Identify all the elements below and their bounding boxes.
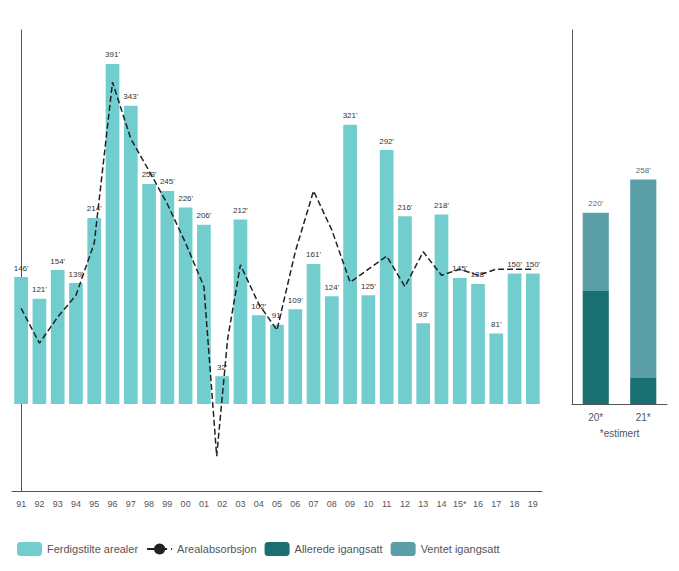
svg-text:93: 93	[53, 499, 63, 509]
svg-text:20*: 20*	[588, 412, 603, 423]
svg-text:93': 93'	[418, 310, 429, 319]
svg-text:97: 97	[126, 499, 136, 509]
svg-text:154': 154'	[50, 257, 65, 266]
svg-text:15*: 15*	[453, 499, 467, 509]
svg-text:11: 11	[382, 499, 391, 509]
svg-text:245': 245'	[160, 177, 175, 186]
svg-text:343': 343'	[123, 92, 138, 101]
svg-text:253': 253'	[141, 170, 157, 180]
svg-text:391': 391'	[105, 50, 120, 59]
svg-text:145': 145'	[452, 264, 468, 274]
svg-text:13: 13	[418, 499, 428, 509]
svg-text:01: 01	[199, 499, 209, 509]
svg-text:150': 150'	[525, 260, 540, 269]
svg-text:Allerede igangsatt: Allerede igangsatt	[295, 543, 383, 555]
svg-text:06: 06	[290, 499, 300, 509]
svg-text:08: 08	[327, 499, 337, 509]
svg-text:Arealabsorbsjon: Arealabsorbsjon	[177, 543, 257, 555]
svg-text:146': 146'	[14, 264, 29, 273]
svg-text:05: 05	[272, 499, 282, 509]
svg-text:138': 138'	[471, 270, 486, 279]
svg-text:220': 220'	[588, 199, 603, 208]
svg-text:96: 96	[108, 499, 118, 509]
svg-text:258': 258'	[636, 166, 651, 175]
svg-text:16: 16	[473, 499, 483, 509]
svg-text:216': 216'	[397, 203, 412, 212]
svg-text:102': 102'	[251, 301, 267, 311]
svg-text:Ventet igangsatt: Ventet igangsatt	[421, 543, 500, 555]
svg-text:21*: 21*	[636, 412, 651, 423]
svg-text:12: 12	[400, 499, 410, 509]
svg-text:218': 218'	[434, 201, 449, 210]
svg-text:04: 04	[254, 499, 264, 509]
svg-text:*estimert: *estimert	[600, 428, 640, 439]
svg-text:125': 125'	[361, 282, 376, 291]
svg-text:321': 321'	[343, 111, 358, 120]
svg-text:10: 10	[363, 499, 373, 509]
svg-text:19: 19	[528, 499, 538, 509]
svg-text:95: 95	[89, 499, 99, 509]
svg-text:92: 92	[34, 499, 44, 509]
svg-text:Ferdigstilte arealer: Ferdigstilte arealer	[47, 543, 138, 555]
svg-text:139': 139'	[68, 269, 84, 279]
svg-text:17: 17	[491, 499, 501, 509]
svg-text:00: 00	[181, 499, 191, 509]
svg-text:32': 32'	[217, 363, 228, 372]
svg-text:94: 94	[71, 499, 81, 509]
svg-text:226': 226'	[178, 194, 193, 203]
svg-text:91: 91	[16, 499, 26, 509]
svg-text:161': 161'	[306, 250, 321, 259]
svg-text:14: 14	[436, 499, 446, 509]
svg-text:212': 212'	[233, 206, 248, 215]
svg-text:03: 03	[235, 499, 245, 509]
svg-text:91': 91'	[271, 311, 283, 321]
svg-text:206': 206'	[196, 211, 211, 220]
svg-text:98: 98	[144, 499, 154, 509]
svg-text:81': 81'	[491, 320, 502, 329]
svg-text:07: 07	[309, 499, 319, 509]
svg-text:02: 02	[217, 499, 227, 509]
svg-text:121': 121'	[32, 285, 47, 294]
svg-text:292': 292'	[379, 137, 394, 146]
svg-text:109': 109'	[288, 296, 303, 305]
svg-text:99: 99	[162, 499, 172, 509]
svg-text:150': 150'	[507, 260, 522, 269]
svg-text:09: 09	[345, 499, 355, 509]
svg-text:214': 214'	[87, 204, 102, 213]
svg-text:18: 18	[510, 499, 520, 509]
svg-text:124': 124'	[324, 283, 339, 292]
